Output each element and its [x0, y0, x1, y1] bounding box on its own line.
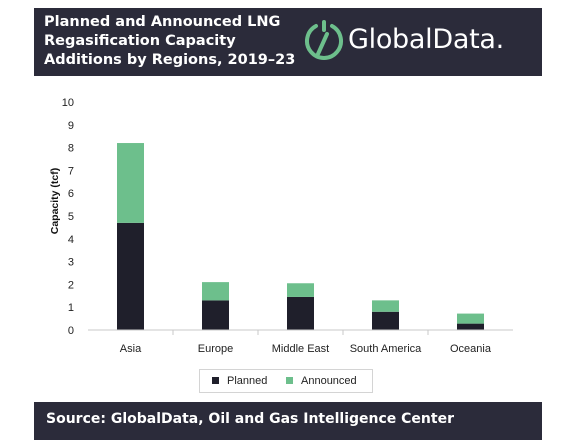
bar-planned-south-america — [372, 311, 399, 330]
y-tick-label: 3 — [68, 257, 74, 269]
globaldata-logo-icon — [305, 20, 343, 60]
x-tick-label: Oceania — [450, 343, 492, 355]
legend-item-announced: Announced — [286, 375, 357, 387]
bar-announced-middle-east — [287, 283, 314, 297]
y-tick-label: 4 — [68, 234, 74, 246]
legend-item-planned: Planned — [212, 375, 267, 387]
y-tick-label: 5 — [68, 211, 74, 223]
bar-announced-oceania — [457, 313, 484, 324]
legend-label-planned: Planned — [227, 375, 268, 387]
legend-swatch-planned — [212, 376, 219, 384]
legend-label-announced: Announced — [301, 375, 357, 387]
x-tick-label: Europe — [198, 343, 233, 355]
logo-wordmark: GlobalData. — [348, 24, 504, 55]
bar-planned-middle-east — [287, 296, 314, 330]
bar-announced-south-america — [372, 300, 399, 312]
x-tick-label: Asia — [120, 343, 142, 355]
y-tick-label: 2 — [68, 279, 74, 291]
globaldata-logo: GlobalData. — [304, 20, 536, 66]
y-tick-label: 9 — [68, 120, 74, 132]
legend-swatch-announced — [286, 376, 293, 384]
y-tick-label: 7 — [68, 165, 74, 177]
chart-legend: Planned Announced — [199, 369, 373, 393]
y-tick-label: 10 — [62, 97, 74, 109]
bar-announced-europe — [202, 282, 229, 301]
source-note: Source: GlobalData, Oil and Gas Intellig… — [46, 411, 454, 427]
x-tick-label: Middle East — [272, 343, 329, 355]
chart-header: Planned and Announced LNG Regasification… — [34, 8, 542, 76]
y-axis-label: Capacity (tcf) — [49, 168, 61, 235]
y-tick-label: 6 — [68, 188, 74, 200]
bar-planned-europe — [202, 300, 229, 330]
bar-announced-asia — [117, 143, 144, 223]
y-tick-label: 1 — [68, 302, 74, 314]
y-tick-label: 8 — [68, 143, 74, 155]
x-tick-label: South America — [350, 343, 422, 355]
bar-planned-oceania — [457, 323, 484, 330]
y-tick-label: 0 — [68, 325, 74, 337]
bar-planned-asia — [117, 222, 144, 330]
chart-footer: Source: GlobalData, Oil and Gas Intellig… — [34, 402, 542, 440]
chart-title: Planned and Announced LNG Regasification… — [44, 14, 296, 68]
